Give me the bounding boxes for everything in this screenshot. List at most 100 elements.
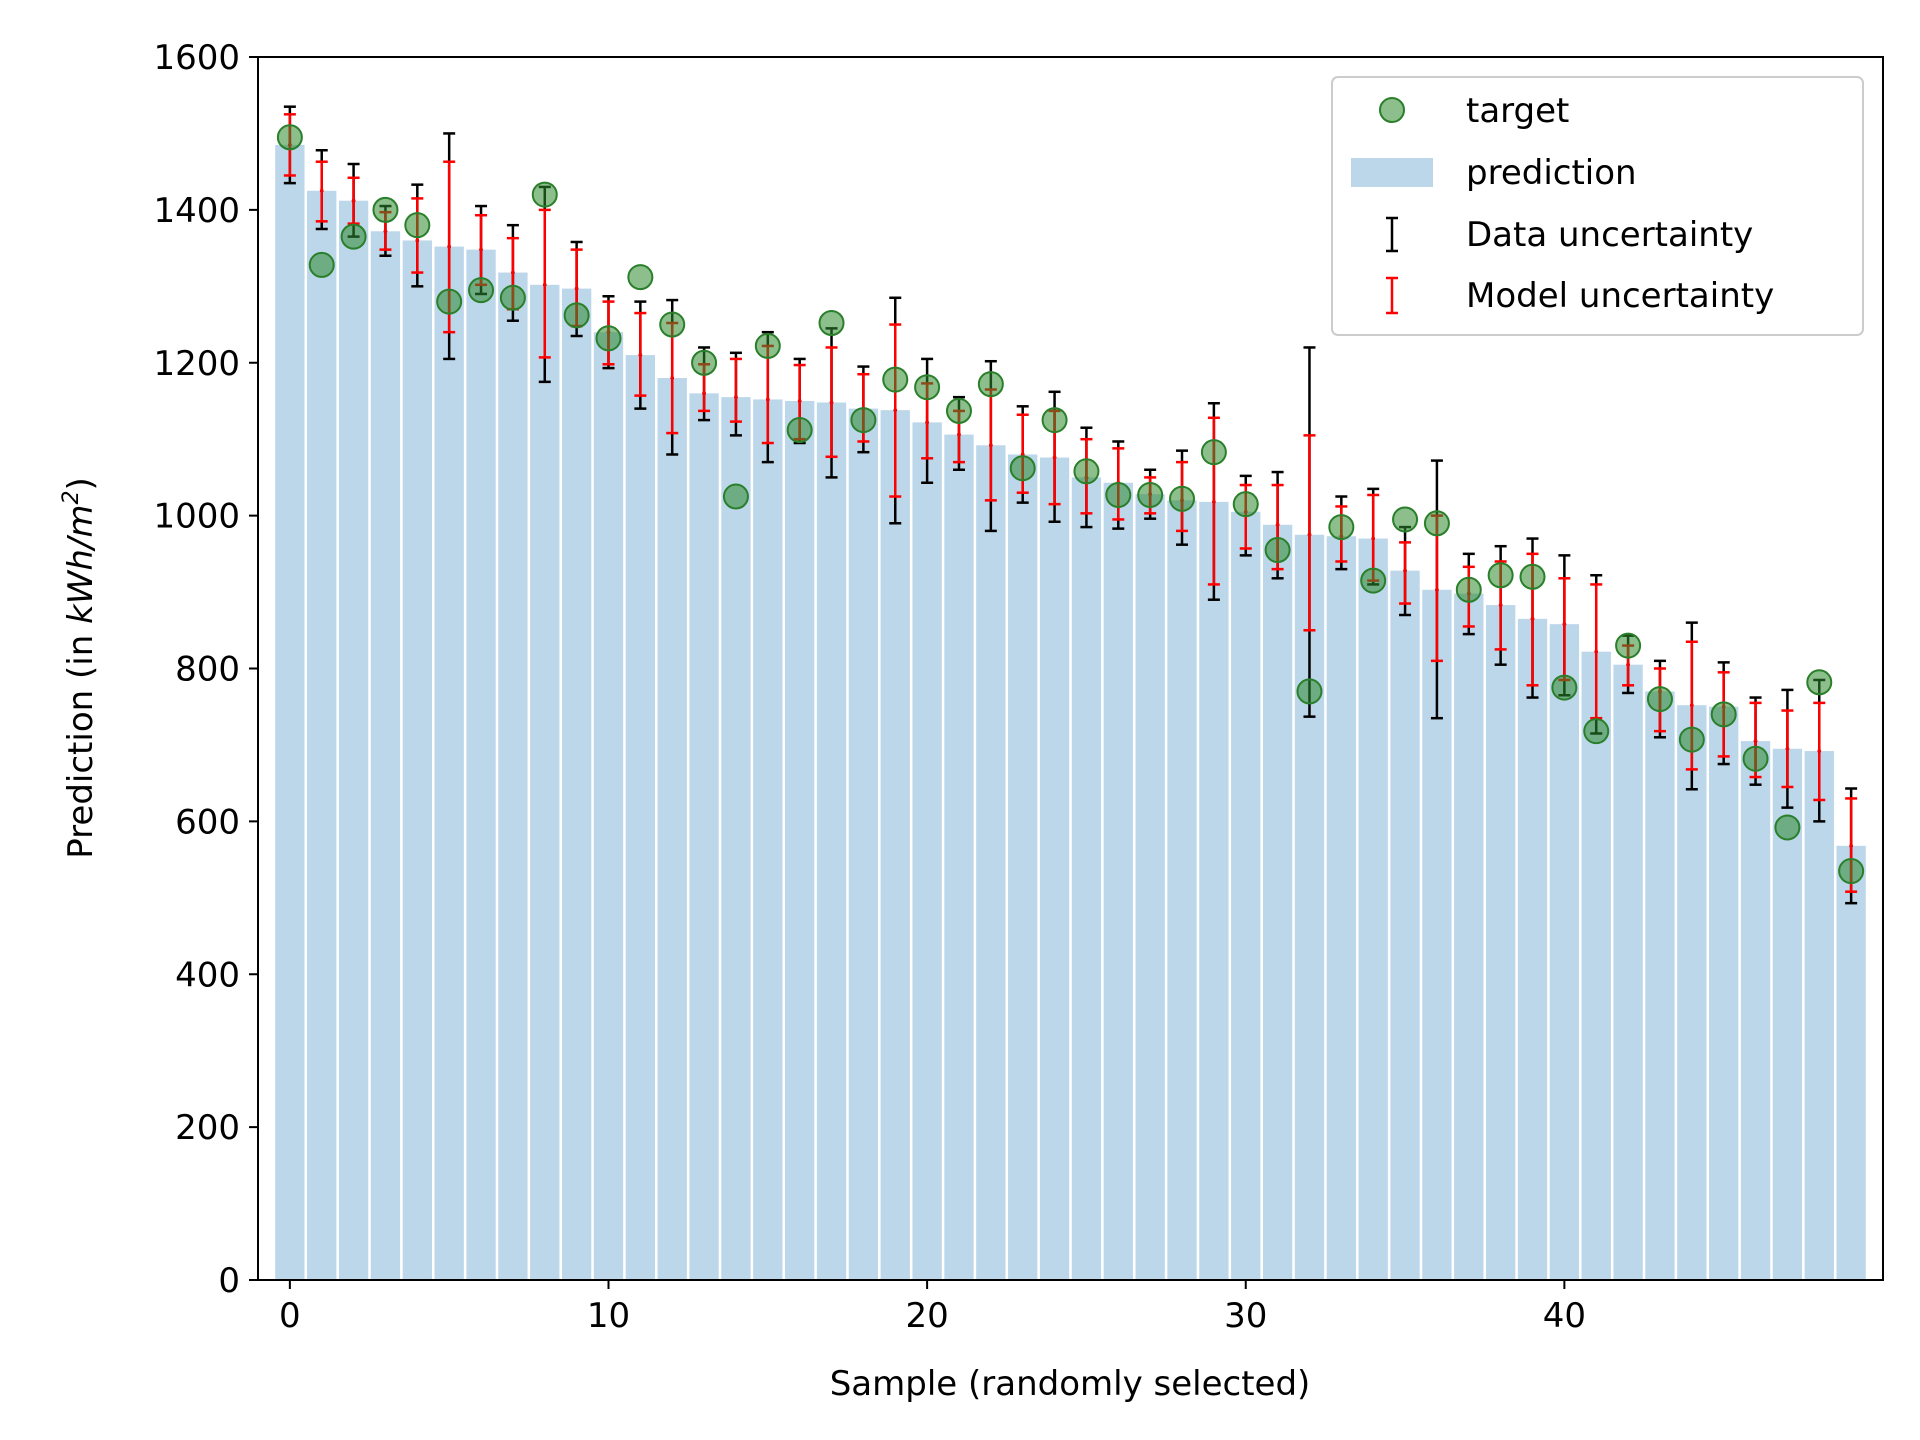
legend-model-uncertainty-swatch bbox=[1386, 276, 1398, 315]
y-axis-label-unit: kWh/m bbox=[61, 505, 101, 624]
target-markers bbox=[276, 124, 1865, 885]
target-point bbox=[563, 302, 590, 329]
prediction-bar bbox=[1135, 494, 1165, 1280]
prediction-bar bbox=[1677, 705, 1707, 1280]
prediction-bar bbox=[625, 355, 656, 1280]
target-point bbox=[914, 374, 941, 401]
target-point bbox=[627, 264, 654, 291]
target-point bbox=[1646, 686, 1673, 713]
prediction-bar bbox=[307, 190, 337, 1280]
target-point bbox=[1105, 481, 1132, 508]
prediction-bar bbox=[434, 246, 464, 1281]
prediction-bar bbox=[1517, 618, 1548, 1280]
prediction-bar bbox=[1836, 845, 1866, 1280]
prediction-bar bbox=[1167, 500, 1197, 1280]
target-point bbox=[1455, 576, 1482, 603]
y-axis-label-suffix: ) bbox=[61, 477, 101, 490]
prediction-bar bbox=[689, 393, 719, 1280]
prediction-bar bbox=[1549, 624, 1580, 1280]
model-uncertainty-bar bbox=[634, 311, 647, 397]
target-point bbox=[404, 212, 431, 239]
prediction-bar bbox=[402, 240, 432, 1281]
target-point bbox=[1360, 567, 1387, 594]
prediction-bar bbox=[1454, 593, 1484, 1280]
y-tick-label: 800 bbox=[175, 650, 240, 690]
target-point bbox=[977, 371, 1004, 398]
target-point bbox=[1806, 669, 1833, 696]
target-point bbox=[818, 310, 845, 337]
prediction-bar bbox=[1262, 524, 1293, 1280]
model-uncertainty-bar bbox=[315, 160, 328, 223]
target-point bbox=[499, 284, 526, 311]
prediction-bar bbox=[1485, 605, 1516, 1280]
y-tick-label: 1600 bbox=[153, 38, 240, 78]
prediction-bar bbox=[721, 397, 751, 1281]
model-uncertainty-bar bbox=[889, 323, 902, 498]
prediction-bar bbox=[785, 400, 815, 1280]
prediction-bars bbox=[275, 144, 1866, 1281]
prediction-bar bbox=[338, 200, 369, 1280]
target-point bbox=[372, 196, 399, 223]
legend-data-uncertainty-swatch bbox=[1386, 216, 1398, 253]
prediction-bar bbox=[498, 272, 528, 1281]
legend-prediction-label: prediction bbox=[1466, 153, 1637, 193]
prediction-bar bbox=[275, 144, 305, 1281]
prediction-bar bbox=[1613, 664, 1643, 1280]
target-point bbox=[1009, 455, 1036, 482]
prediction-bar bbox=[370, 231, 401, 1281]
prediction-bar bbox=[753, 399, 783, 1280]
x-tick-label: 30 bbox=[1224, 1296, 1267, 1336]
target-point bbox=[531, 181, 558, 208]
prediction-bar bbox=[816, 402, 847, 1280]
target-point bbox=[1551, 674, 1578, 701]
model-uncertainty-bar bbox=[1303, 434, 1316, 632]
target-point bbox=[659, 311, 686, 338]
prediction-bar bbox=[880, 410, 910, 1280]
model-uncertainty-bar bbox=[1813, 701, 1826, 802]
target-point bbox=[754, 332, 781, 359]
x-tick-label: 10 bbox=[587, 1296, 630, 1336]
prediction-bar bbox=[1071, 477, 1102, 1280]
prediction-bar bbox=[1008, 454, 1038, 1281]
prediction-bar bbox=[1709, 706, 1739, 1280]
target-point bbox=[1519, 563, 1546, 590]
prediction-bar bbox=[1231, 511, 1261, 1281]
prediction-bar bbox=[848, 408, 879, 1280]
prediction-bar bbox=[1804, 751, 1834, 1280]
prediction-bar bbox=[593, 332, 624, 1280]
target-point bbox=[1392, 506, 1419, 533]
prediction-bar bbox=[912, 422, 942, 1281]
target-point bbox=[850, 407, 877, 434]
target-point bbox=[722, 483, 749, 510]
target-point bbox=[945, 397, 972, 424]
prediction-bar bbox=[1740, 741, 1771, 1280]
target-point bbox=[1423, 510, 1450, 537]
y-tick-label: 600 bbox=[175, 802, 240, 842]
target-point bbox=[1710, 701, 1737, 728]
prediction-bar bbox=[530, 284, 560, 1280]
target-point bbox=[882, 366, 909, 393]
target-point bbox=[1137, 481, 1164, 508]
target-point bbox=[1169, 485, 1196, 512]
y-tick-label: 1000 bbox=[153, 497, 240, 537]
target-point bbox=[308, 251, 335, 278]
target-point bbox=[595, 325, 622, 352]
legend-target-swatch bbox=[1379, 97, 1405, 123]
target-point bbox=[1232, 491, 1259, 518]
legend: target prediction Data uncertainty Model… bbox=[1331, 76, 1864, 336]
y-axis-label: Prediction (in kWh/m2) bbox=[59, 477, 101, 858]
target-point bbox=[468, 277, 495, 304]
prediction-bar bbox=[976, 445, 1006, 1280]
model-uncertainty-bar bbox=[729, 357, 742, 423]
prediction-bar bbox=[657, 378, 687, 1281]
y-tick-label: 1400 bbox=[153, 191, 240, 231]
target-point bbox=[1041, 407, 1068, 434]
target-point bbox=[1678, 726, 1705, 753]
prediction-bar bbox=[1103, 482, 1133, 1281]
target-point bbox=[1200, 439, 1227, 466]
x-axis-label: Sample (randomly selected) bbox=[830, 1364, 1311, 1404]
target-point bbox=[1838, 858, 1865, 885]
target-point bbox=[691, 349, 718, 376]
